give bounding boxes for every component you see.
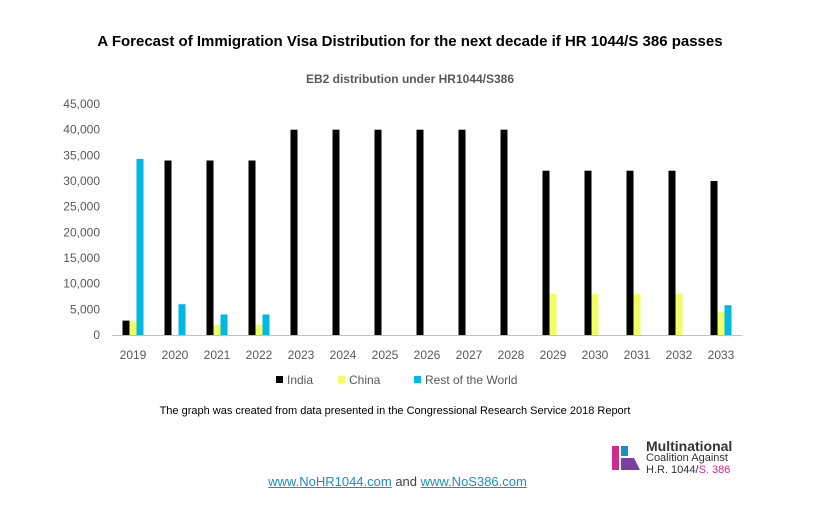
x-tick-label: 2020 <box>162 348 189 362</box>
x-tick-label: 2024 <box>330 348 357 362</box>
bar-china <box>633 293 641 335</box>
legend-label: China <box>349 373 381 387</box>
x-tick-label: 2026 <box>414 348 441 362</box>
logo-line-3b: S. 386 <box>698 464 731 476</box>
y-tick-label: 15,000 <box>63 251 100 265</box>
chart-title: EB2 distribution under HR1044/S386 <box>306 72 514 86</box>
bar-india <box>290 129 298 335</box>
y-tick-label: 40,000 <box>63 123 100 137</box>
bar-rest-of-the-world <box>724 305 732 335</box>
x-tick-label: 2022 <box>246 348 273 362</box>
legend-label: India <box>287 373 313 387</box>
logo-line-1: Multinational <box>646 438 733 454</box>
legend-swatch <box>276 376 283 383</box>
x-tick-label: 2029 <box>540 348 567 362</box>
coalition-logo-icon <box>612 446 640 470</box>
nohr1044-link[interactable]: www.NoHR1044.com <box>268 474 392 489</box>
bar-india <box>164 160 172 335</box>
legend-label: Rest of the World <box>425 373 517 387</box>
legend: India China Rest of the World <box>276 373 517 387</box>
bar-rest-of-the-world <box>178 304 186 335</box>
bar-rest-of-the-world <box>136 158 144 335</box>
y-tick-label: 0 <box>93 328 100 342</box>
bar-india <box>248 160 256 335</box>
bar-india <box>626 170 634 335</box>
y-tick-label: 10,000 <box>63 277 100 291</box>
bar-china <box>591 293 599 335</box>
bar-china <box>717 311 725 335</box>
y-axis: 0 5,000 10,000 15,000 20,000 25,000 30,000 35,0… <box>63 97 100 342</box>
bar-india <box>122 320 130 335</box>
bar-china <box>129 320 137 335</box>
bar-chart: EB2 distribution under HR1044/S386 0 5,00… <box>63 72 742 387</box>
x-tick-label: 2031 <box>624 348 651 362</box>
bar-india <box>542 170 550 335</box>
page-title: A Forecast of Immigration Visa Distribut… <box>97 33 723 50</box>
bar-china <box>213 324 221 335</box>
logo-line-3a: H.R. 1044/ <box>646 464 699 476</box>
bar-india <box>668 170 676 335</box>
bar-china <box>549 293 557 335</box>
x-tick-label: 2028 <box>498 348 525 362</box>
x-tick-label: 2030 <box>582 348 609 362</box>
bar-india <box>374 129 382 335</box>
bar-india <box>710 181 718 335</box>
bar-india <box>584 170 592 335</box>
bar-rest-of-the-world <box>262 314 270 335</box>
nos386-link[interactable]: www.NoS386.com <box>420 474 527 489</box>
bar-india <box>500 129 508 335</box>
legend-swatch <box>338 376 345 383</box>
coalition-logo: Multinational Coalition Against H.R. 104… <box>610 438 810 480</box>
legend-swatch <box>414 376 421 383</box>
y-tick-label: 25,000 <box>63 200 100 214</box>
x-tick-label: 2019 <box>120 348 147 362</box>
bars <box>122 129 732 335</box>
x-tick-label: 2021 <box>204 348 231 362</box>
links-separator: and <box>391 474 421 489</box>
x-tick-label: 2027 <box>456 348 483 362</box>
bar-india <box>458 129 466 335</box>
logo-line-2: Coalition Against <box>646 452 728 464</box>
bar-india <box>332 129 340 335</box>
bar-india <box>416 129 424 335</box>
y-tick-label: 45,000 <box>63 97 100 111</box>
x-axis: 2019 2020 2021 2022 2023 2024 2025 2026 2027 2028… <box>112 335 742 362</box>
bar-rest-of-the-world <box>220 314 228 335</box>
x-tick-label: 2032 <box>666 348 693 362</box>
bar-china <box>675 293 683 335</box>
y-tick-label: 5,000 <box>70 302 100 316</box>
y-tick-label: 30,000 <box>63 174 100 188</box>
footnote: The graph was created from data presente… <box>159 405 631 417</box>
x-tick-label: 2023 <box>288 348 315 362</box>
y-tick-label: 35,000 <box>63 148 100 162</box>
bar-china <box>255 324 263 335</box>
y-tick-label: 20,000 <box>63 225 100 239</box>
x-tick-label: 2033 <box>708 348 735 362</box>
x-tick-label: 2025 <box>372 348 399 362</box>
bar-india <box>206 160 214 335</box>
website-links: www.NoHR1044.com and www.NoS386.com <box>0 474 795 489</box>
